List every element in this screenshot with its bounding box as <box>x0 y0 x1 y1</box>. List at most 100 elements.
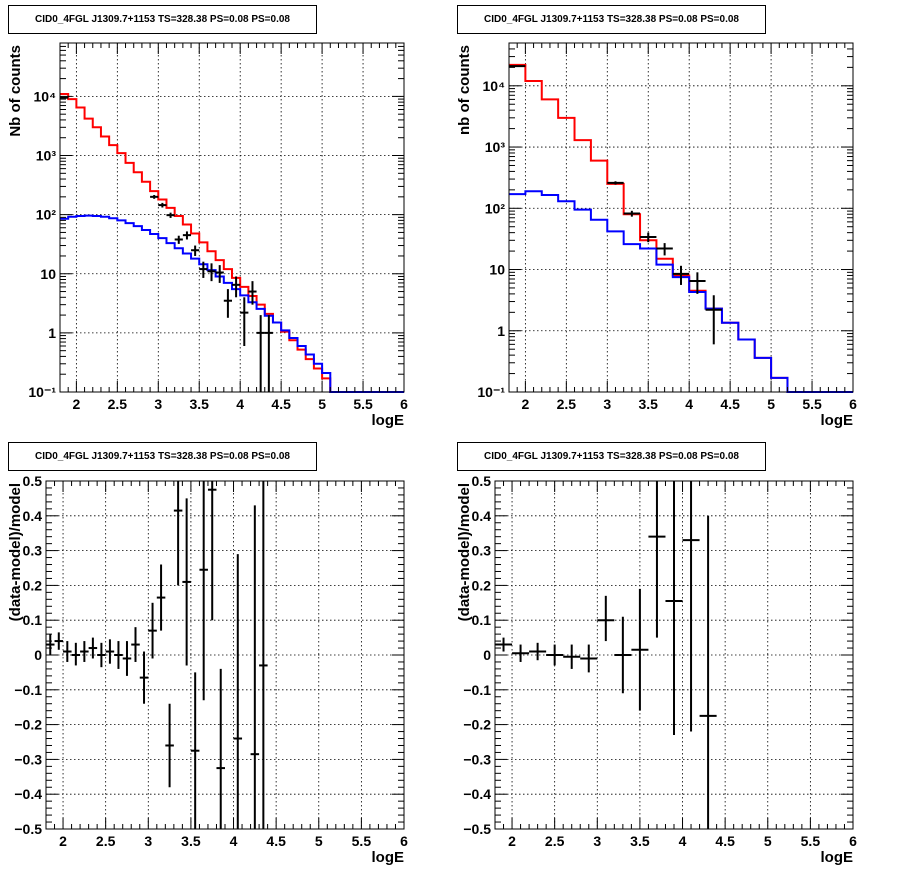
x-axis-label: logE <box>821 849 854 866</box>
y-tick-label: −0.4 <box>14 786 42 802</box>
data-point <box>150 194 159 199</box>
y-tick-label: −0.3 <box>463 751 491 767</box>
data-point <box>529 642 547 661</box>
data-point <box>46 634 55 655</box>
x-tick-label: 6 <box>400 396 408 412</box>
x-tick-label: 2 <box>521 396 529 412</box>
y-tick-label: 10³ <box>485 139 506 155</box>
data-point <box>631 588 649 711</box>
data-point <box>259 481 268 829</box>
data-point <box>88 637 98 659</box>
data-point <box>563 644 581 669</box>
x-tick-label: 3 <box>603 396 611 412</box>
data-point <box>640 232 657 243</box>
x-axis-label: logE <box>821 412 854 429</box>
data-point <box>190 672 200 829</box>
chart-counts-right: 2 2.5 3 3.5 4 4.5 5 5.5 6 10⁻¹ 1 10 10² 10³ 10⁴ logE nb … <box>456 42 857 429</box>
x-tick-label: 2.5 <box>108 396 128 412</box>
x-tick-label: 4.5 <box>720 396 740 412</box>
y-tick-label: 0.3 <box>472 543 492 559</box>
data-point <box>80 641 89 662</box>
data-point <box>256 315 265 392</box>
data-point <box>158 202 167 208</box>
data-point <box>191 245 200 256</box>
x-tick-label: 2 <box>508 833 516 849</box>
data-point <box>105 639 115 664</box>
y-tick-label: 0.2 <box>23 577 43 593</box>
x-tick-label: 4 <box>236 396 244 412</box>
data-point <box>682 481 700 732</box>
chart-residuals-right: 2 2.5 3 3.5 4 4.5 5 5.5 6 −0.5 −0.4 −0.3 −0.2 −0.1 0 0.… <box>456 473 857 866</box>
data-point <box>199 481 208 701</box>
y-tick-label: 0.5 <box>472 473 492 489</box>
y-tick-label: 10⁴ <box>34 88 57 104</box>
data-point <box>207 263 216 282</box>
x-tick-label: 5.5 <box>801 833 821 849</box>
data-point <box>165 703 174 788</box>
y-tick-label: −0.4 <box>463 786 491 802</box>
data-point <box>182 498 191 666</box>
data-point <box>495 637 513 652</box>
y-tick-label: 0.4 <box>472 508 492 524</box>
data-point <box>216 668 225 829</box>
data-point <box>240 297 249 346</box>
x-tick-label: 5 <box>767 396 775 412</box>
data-point <box>223 289 232 318</box>
chart-title: CID0_4FGL J1309.7+1153 TS=328.38 PS=0.08… <box>457 442 766 471</box>
y-tick-label: 0.5 <box>23 473 43 489</box>
y-tick-label: −0.1 <box>14 682 42 698</box>
data-point <box>546 644 564 666</box>
data-point <box>672 265 690 285</box>
y-axis-label: (data-model)/model <box>7 483 24 621</box>
data-point <box>509 65 526 68</box>
histogram-series-0 <box>509 63 853 393</box>
data-point <box>199 261 208 278</box>
data-point <box>250 505 260 829</box>
data-point <box>232 276 241 298</box>
histogram-series-1 <box>509 190 853 393</box>
x-tick-label: 2.5 <box>557 396 577 412</box>
data-point <box>63 641 72 662</box>
y-axis-label: (data-model)/model <box>456 483 473 621</box>
y-tick-label: 10⁻¹ <box>477 384 505 400</box>
y-tick-label: 10 <box>40 266 56 282</box>
y-tick-label: 0.4 <box>23 508 43 524</box>
panel-residuals-right: CID0_4FGL J1309.7+1153 TS=328.38 PS=0.08… <box>449 437 898 875</box>
x-tick-label: 3 <box>593 833 601 849</box>
data-point <box>182 231 192 240</box>
x-tick-label: 2 <box>72 396 80 412</box>
y-tick-label: 10² <box>36 207 57 223</box>
x-tick-label: 3.5 <box>190 396 210 412</box>
x-tick-label: 2.5 <box>96 833 116 849</box>
y-tick-label: −0.5 <box>463 821 491 837</box>
x-tick-label: 4 <box>679 833 687 849</box>
x-tick-label: 4 <box>230 833 238 849</box>
x-tick-label: 3 <box>144 833 152 849</box>
data-point <box>148 602 157 659</box>
data-point <box>656 243 673 256</box>
x-tick-label: 3.5 <box>181 833 201 849</box>
panel-counts-right: CID0_4FGL J1309.7+1153 TS=328.38 PS=0.08… <box>449 0 898 437</box>
y-tick-label: 10⁻¹ <box>28 384 56 400</box>
data-point <box>173 481 183 586</box>
chart-title: CID0_4FGL J1309.7+1153 TS=328.38 PS=0.08… <box>457 5 766 34</box>
data-point <box>512 644 530 662</box>
data-point <box>580 644 598 673</box>
data-point <box>122 641 132 676</box>
x-tick-label: 3 <box>154 396 162 412</box>
y-tick-label: 10 <box>489 262 505 278</box>
plot-frame <box>508 42 854 393</box>
data-point <box>705 295 722 345</box>
data-point <box>264 315 273 392</box>
chart-title: CID0_4FGL J1309.7+1153 TS=328.38 PS=0.08… <box>8 442 317 471</box>
y-tick-label: −0.2 <box>14 717 42 733</box>
data-point <box>665 481 683 736</box>
histogram-series-1 <box>60 214 404 393</box>
x-axis-label: logE <box>372 412 405 429</box>
data-point <box>215 265 224 283</box>
data-point <box>699 515 717 829</box>
data-point <box>54 632 64 650</box>
data-point <box>156 564 166 631</box>
data-point <box>689 272 706 294</box>
data-point <box>233 554 243 829</box>
